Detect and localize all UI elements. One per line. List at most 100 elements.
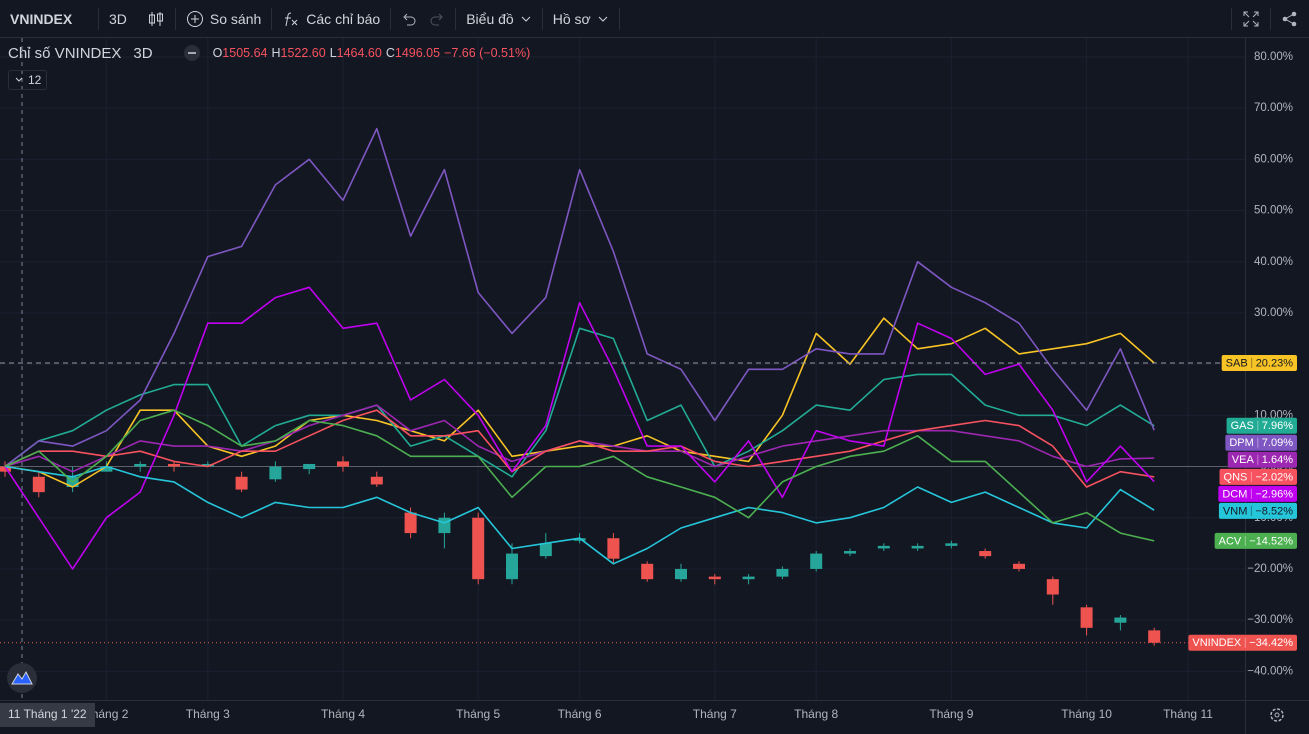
x-tick-label: Tháng 11 (1163, 707, 1213, 721)
fx-icon (285, 12, 298, 26)
x-tick-label: Tháng 3 (186, 707, 230, 721)
chevron (15, 77, 23, 82)
x-tick-label: Tháng 2 (84, 707, 128, 721)
settings-icon[interactable] (1270, 708, 1284, 722)
ohlc-change: −7.66 (−0.51%) (444, 46, 531, 60)
price-badge: GAS 7.96% (1226, 417, 1297, 434)
price-badge: DPM 7.09% (1225, 434, 1297, 451)
separator (541, 7, 543, 30)
price-badges: SAB 20.23% GAS 7.96% DPM 7.09% VEA 1.64% QNS −2.0… (1188, 354, 1297, 651)
price-badge-name: QNS (1224, 471, 1248, 483)
fullscreen-button[interactable] (1232, 0, 1270, 38)
series-line (4, 317, 1155, 488)
candle-body (0, 466, 11, 472)
candle-body (472, 517, 485, 580)
separator (390, 7, 392, 30)
series-line (4, 409, 1155, 542)
ohlc-key: H (271, 46, 281, 60)
ohlc-value: 1496.05 (394, 46, 441, 60)
candle-body (100, 466, 113, 472)
price-badge-value: −2.96% (1255, 488, 1293, 500)
series-line (4, 465, 1155, 565)
axes: 80.00%70.00%60.00%50.00%40.00%30.00%20.0… (84, 51, 1293, 721)
separator (1231, 7, 1232, 30)
series-line (4, 127, 1155, 468)
price-badge-value: −14.52% (1249, 535, 1293, 547)
candle-body (32, 476, 45, 493)
chevron (521, 16, 531, 22)
candle-body (1080, 607, 1093, 628)
ohlc-key: O (212, 46, 223, 60)
grid (0, 38, 1245, 700)
price-badge: VNINDEX −34.42% (1188, 634, 1297, 651)
price-badge-name: SAB (1226, 357, 1248, 369)
candle-body (201, 463, 214, 467)
candle-body (945, 543, 958, 546)
price-badge-value: −8.52% (1255, 505, 1293, 517)
indicators-button[interactable]: Các chỉ báo (272, 0, 390, 38)
legend: Chỉ số VNINDEX 3D O1505.64 H1522.60 L1464.… (8, 44, 534, 62)
price-badge-name: DPM (1229, 437, 1253, 449)
chart-style-button[interactable] (137, 0, 175, 38)
separator (1270, 7, 1271, 30)
price-badge-box (1218, 502, 1297, 519)
chart-menu[interactable]: Biểu đồ (456, 0, 541, 38)
candle-body (911, 545, 924, 549)
x-tick-label: Tháng 9 (929, 707, 973, 721)
ohlc-key: C (385, 46, 395, 60)
candle-body (573, 538, 586, 541)
price-badge: VEA 1.64% (1227, 451, 1297, 468)
price-badge-value: −2.02% (1255, 471, 1293, 483)
redo-icon (430, 13, 443, 25)
legend-title: Chỉ số VNINDEX (8, 44, 122, 62)
interval-button[interactable]: 3D (109, 10, 127, 27)
indicators-toggle[interactable]: 12 (8, 70, 48, 90)
price-badge-name: ACV (1219, 535, 1242, 547)
candle-body (269, 466, 282, 480)
candle-body (370, 476, 383, 485)
hide-button[interactable] (183, 44, 201, 62)
candle-body (844, 551, 856, 554)
crosshair-label: 11 Tháng 1 '22 (8, 707, 87, 721)
x-tick-label: Tháng 10 (1061, 707, 1112, 721)
price-badge: QNS −2.02% (1219, 468, 1297, 485)
candle-body (708, 576, 721, 580)
profile-menu[interactable]: Hồ sơ (543, 0, 619, 38)
fullscreen-icon (1243, 11, 1259, 26)
price-badge-box (1225, 434, 1297, 451)
x-tick-label: Tháng 8 (794, 707, 838, 721)
series-line (4, 327, 1155, 478)
share-button[interactable] (1271, 0, 1309, 38)
y-tick-label: 70.00% (1254, 102, 1293, 114)
candle-body (404, 512, 417, 534)
plus-icon (186, 10, 203, 27)
symbol-button[interactable]: VNINDEX (10, 10, 73, 27)
candle-body (1148, 630, 1161, 643)
price-badge-name: VEA (1232, 454, 1255, 466)
series-line (4, 409, 1155, 488)
candle-body (506, 553, 518, 580)
candle-body (235, 476, 248, 490)
price-badge-box (1227, 451, 1297, 468)
candle-body (675, 568, 687, 580)
y-tick-label: −40.00% (1247, 665, 1293, 677)
undo-button[interactable] (391, 0, 427, 38)
candle-body (877, 545, 890, 549)
separator (618, 7, 620, 30)
x-tick-label: Tháng 6 (558, 707, 602, 721)
candle-body (1114, 617, 1127, 623)
price-badge-name: DCM (1222, 488, 1247, 500)
separator (455, 7, 457, 30)
redo-button[interactable] (427, 0, 455, 38)
price-badge-value: −34.42% (1249, 637, 1293, 649)
price-badge-value: 1.64% (1262, 454, 1293, 466)
profile-menu-label: Hồ sơ (552, 10, 591, 27)
y-tick-label: 60.00% (1254, 153, 1293, 165)
series-line (4, 286, 1155, 570)
compare-button[interactable]: So sánh (176, 0, 271, 38)
chart-menu-label: Biểu đồ (466, 10, 514, 27)
chevron (598, 16, 608, 22)
